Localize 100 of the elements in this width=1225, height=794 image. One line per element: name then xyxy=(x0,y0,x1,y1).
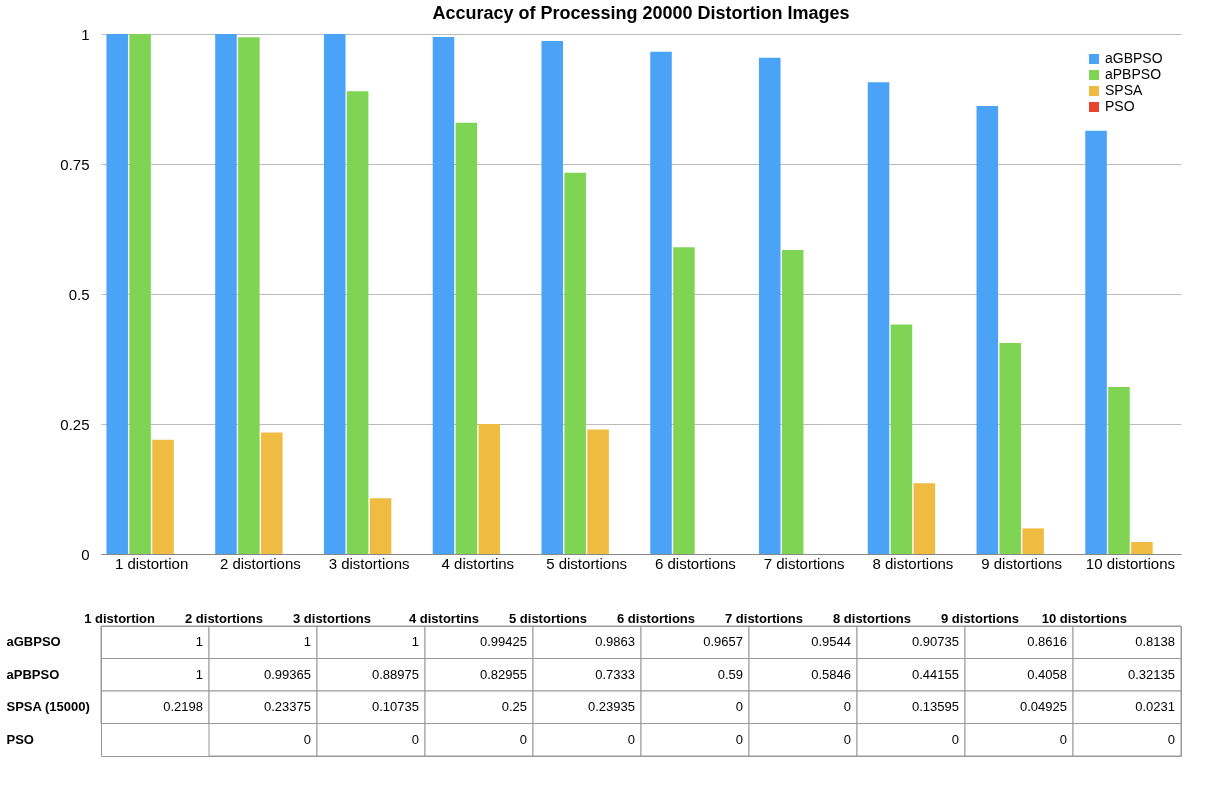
bar xyxy=(976,105,999,554)
x-tick-label: 5 distortions xyxy=(546,554,628,572)
x-tick-label: 2 distortions xyxy=(219,554,301,572)
data-label: 0.99425 xyxy=(480,634,527,650)
data-label: 0.7333 xyxy=(595,666,635,682)
legend-label: PSO xyxy=(1105,98,1135,114)
bar xyxy=(369,498,392,554)
data-label: 0.4058 xyxy=(1027,666,1067,682)
y-tick-label: 0.5 xyxy=(68,285,90,303)
data-label: 0.8616 xyxy=(1027,634,1067,650)
data-label: 0 xyxy=(735,699,743,715)
x-tick-label: 6 distortions xyxy=(654,554,736,572)
data-label: 0.5846 xyxy=(811,666,851,682)
bar xyxy=(890,324,913,554)
bar xyxy=(999,342,1021,554)
x-tick-label: 1 distortion xyxy=(114,554,189,572)
category-label: 3 distortions xyxy=(292,610,371,626)
text: SPSA (15000) xyxy=(6,699,90,715)
data-label: 0.88975 xyxy=(372,666,419,682)
x-tick-label: 3 distortions xyxy=(328,554,410,572)
bar xyxy=(1108,386,1130,554)
text: aPBPSO xyxy=(6,666,60,682)
x-tick-label: 8 distortions xyxy=(872,554,954,572)
y-tick-label: 1 xyxy=(81,25,90,43)
data-label: 0.99365 xyxy=(264,666,311,682)
category-label: 2 distortions xyxy=(184,610,263,626)
data-label: 0.8138 xyxy=(1135,634,1175,650)
bar xyxy=(215,34,237,554)
data-label: 0.04925 xyxy=(1020,699,1067,715)
chart-title: Accuracy of Processing 20000 Distortion Images xyxy=(432,3,850,23)
category-label: 7 distortions xyxy=(724,610,803,626)
x-tick-label: 9 distortions xyxy=(981,554,1063,572)
category-label: 4 distortins xyxy=(408,610,479,626)
data-label: 1 xyxy=(195,634,203,650)
data-label: 0 xyxy=(627,731,635,747)
category-label: 10 distortions xyxy=(1041,610,1127,626)
text: PSO xyxy=(6,731,34,747)
x-tick-label: 7 distortions xyxy=(763,554,845,572)
bar xyxy=(913,483,936,554)
legend-label: SPSA xyxy=(1105,82,1144,98)
bar xyxy=(1085,130,1107,554)
data-label: 0.23375 xyxy=(264,699,311,715)
data-label: 0.44155 xyxy=(912,666,959,682)
data-label: 0 xyxy=(843,699,851,715)
data-label: 0.0231 xyxy=(1135,699,1175,715)
x-tick-label: 10 distortions xyxy=(1085,554,1176,572)
bar xyxy=(564,172,586,554)
bar xyxy=(129,34,151,554)
data-label: 0 xyxy=(1167,731,1175,747)
data-label: 0.59 xyxy=(717,666,743,682)
data-label: 0.2198 xyxy=(163,699,203,715)
data-label: 1 xyxy=(411,634,419,650)
text: aGBPSO xyxy=(6,634,61,650)
bar xyxy=(587,429,609,554)
data-label: 1 xyxy=(303,634,311,650)
x-tick-label: 4 distortins xyxy=(441,554,515,572)
data-label: 0.25 xyxy=(501,699,527,715)
data-label: 0.23935 xyxy=(588,699,635,715)
data-label: 0.32135 xyxy=(1128,666,1175,682)
y-tick-label: 0.25 xyxy=(60,415,90,433)
bar xyxy=(346,91,369,554)
data-label: 0.10735 xyxy=(372,699,419,715)
bar xyxy=(323,34,346,554)
bar xyxy=(541,41,564,554)
data-label: 0 xyxy=(303,731,311,747)
data-label: 0.90735 xyxy=(912,634,959,650)
bar xyxy=(781,250,804,554)
bar xyxy=(759,57,781,554)
y-tick-label: 0.75 xyxy=(60,155,90,173)
bar xyxy=(1022,528,1044,554)
bar xyxy=(432,36,455,554)
data-label: 0.9657 xyxy=(703,634,743,650)
category-label: 9 distortions xyxy=(940,610,1019,626)
bar xyxy=(478,424,501,554)
bar xyxy=(1131,541,1153,554)
data-label: 0.13595 xyxy=(912,699,959,715)
data-label: 0 xyxy=(1059,731,1067,747)
data-label: 0.9544 xyxy=(811,634,851,650)
data-label: 0 xyxy=(519,731,527,747)
legend-label: aGBPSO xyxy=(1105,50,1163,66)
category-label: 5 distortions xyxy=(508,610,587,626)
data-label: 0 xyxy=(951,731,959,747)
bar xyxy=(238,37,260,554)
category-label: 8 distortions xyxy=(832,610,911,626)
legend-label: aPBPSO xyxy=(1105,66,1162,82)
bar xyxy=(455,122,478,554)
bar xyxy=(261,432,283,554)
data-label: 0 xyxy=(735,731,743,747)
data-label: 1 xyxy=(195,666,203,682)
category-label: 1 distortion xyxy=(84,610,155,626)
bar xyxy=(867,82,890,554)
y-tick-label: 0 xyxy=(81,545,90,563)
data-label: 0.82955 xyxy=(480,666,527,682)
category-label: 6 distortions xyxy=(616,610,695,626)
bar xyxy=(106,34,128,554)
bar xyxy=(152,439,174,554)
bar xyxy=(650,51,672,554)
data-label: 0 xyxy=(843,731,851,747)
bar xyxy=(673,247,695,554)
data-label: 0 xyxy=(411,731,419,747)
